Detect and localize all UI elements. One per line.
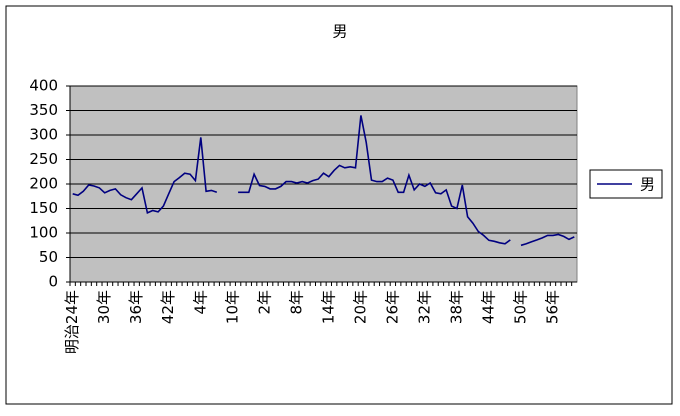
y-tick-label: 0 xyxy=(48,273,58,291)
x-tick-label: 明治24年 xyxy=(63,290,81,354)
x-tick-label: 26年 xyxy=(383,290,401,324)
chart-title: 男 xyxy=(332,23,347,41)
line-series xyxy=(72,115,575,247)
x-tick-label: 56年 xyxy=(543,290,561,324)
x-tick-label: 14年 xyxy=(319,290,337,324)
y-tick-label: 350 xyxy=(29,101,58,119)
x-tick-label: 8年 xyxy=(287,290,305,315)
legend-label: 男 xyxy=(640,176,655,194)
x-tick-label: 32年 xyxy=(415,290,433,324)
x-tick-label: 30年 xyxy=(95,290,113,324)
y-tick-label: 50 xyxy=(39,248,58,266)
x-tick-label: 36年 xyxy=(127,290,145,324)
x-tick-label: 42年 xyxy=(159,290,177,324)
y-tick-label: 100 xyxy=(29,224,58,242)
y-tick-label: 150 xyxy=(29,199,58,217)
x-tick-label: 38年 xyxy=(447,290,465,324)
y-tick-label: 400 xyxy=(29,77,58,95)
x-tick-label: 10年 xyxy=(223,290,241,324)
y-tick-label: 200 xyxy=(29,175,58,193)
x-tick-label: 2年 xyxy=(255,290,273,315)
y-tick-label: 250 xyxy=(29,150,58,168)
x-tick-label: 20年 xyxy=(351,290,369,324)
x-tick-label: 44年 xyxy=(479,290,497,324)
y-tick-label: 300 xyxy=(29,126,58,144)
x-tick-label: 50年 xyxy=(511,290,529,324)
x-tick-label: 4年 xyxy=(191,290,209,315)
